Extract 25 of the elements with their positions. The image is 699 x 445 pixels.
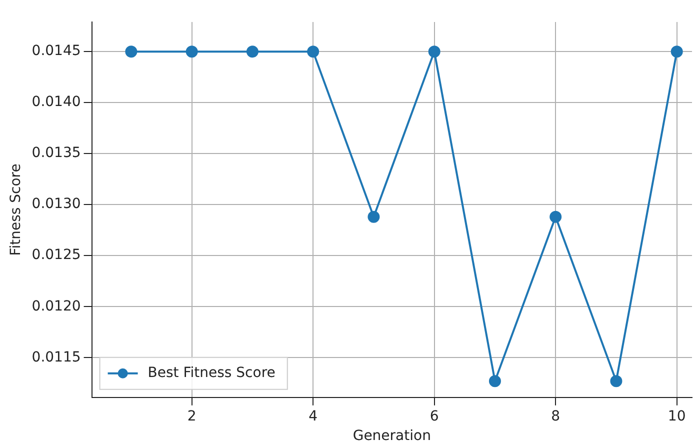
y-tick-label: 0.0120 [32,298,81,314]
x-axis-title: Generation [352,428,431,444]
x-tick-label: 6 [430,408,439,424]
x-tick-label: 8 [551,408,560,424]
x-tick-label: 10 [668,408,686,424]
point [246,46,258,58]
y-tick-label: 0.0130 [32,196,81,212]
y-tick-label: 0.0125 [32,247,81,264]
x-tick-label: 2 [187,408,196,424]
point [488,375,501,388]
point [550,210,562,223]
point [368,210,380,223]
y-tick-label: 0.0135 [32,145,81,162]
legend-label: Best Fitness Score [148,365,276,382]
x-tick-label: 4 [308,408,318,424]
point [428,46,440,58]
point [610,375,622,388]
y-tick-label: 0.0140 [32,94,81,110]
point [307,46,320,58]
y-tick-label: 0.0115 [32,349,81,366]
point [125,46,138,58]
y-axis-title: Fitness Score [8,164,24,256]
y-tick-label: 0.0145 [32,43,81,60]
point [186,46,198,58]
point [670,46,683,58]
